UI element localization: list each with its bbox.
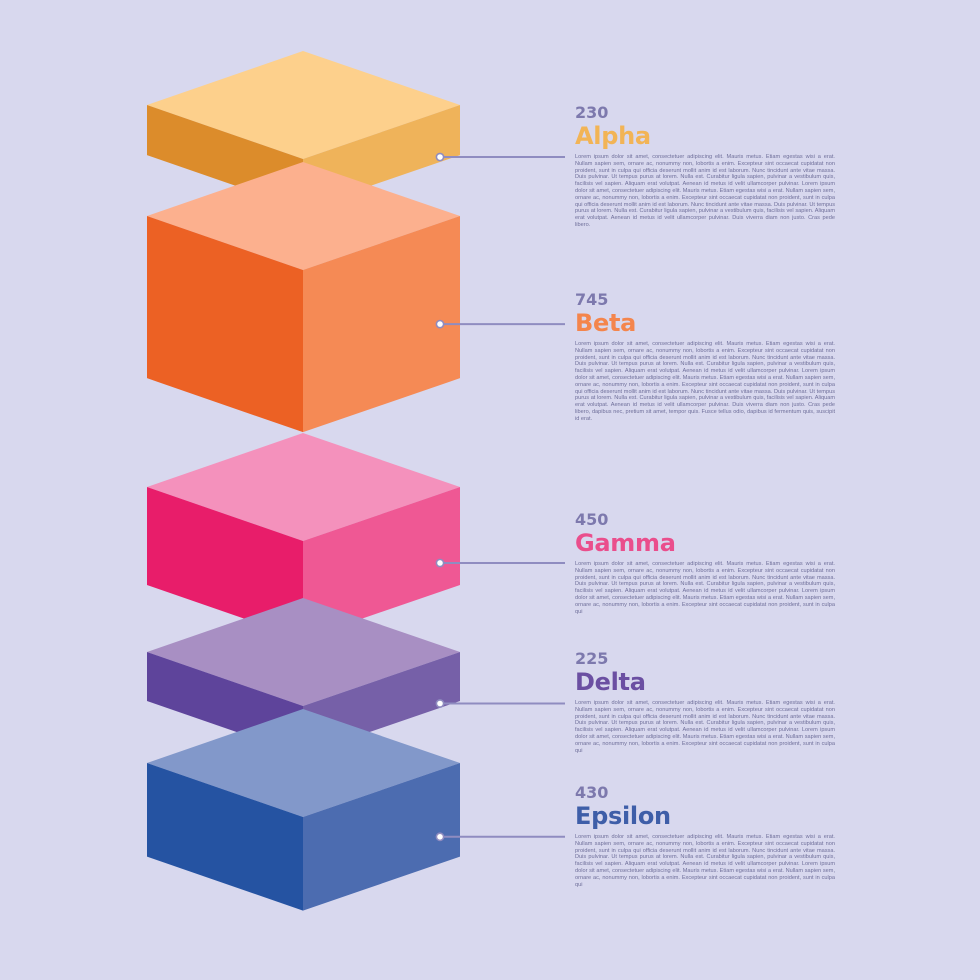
value-label: 225 [575,649,609,668]
item-gamma: 450 Gamma Lorem ipsum dolor sit amet, co… [575,511,835,615]
block-top-face [147,709,460,817]
item-delta: 225 Delta Lorem ipsum dolor sit amet, co… [575,650,835,754]
block-left-face [147,216,303,433]
item-alpha: 230 Alpha Lorem ipsum dolor sit amet, co… [575,104,835,229]
connector-dot [435,832,445,842]
value-label: 450 [575,510,609,529]
item-epsilon: 430 Epsilon Lorem ipsum dolor sit amet, … [575,784,835,888]
category-label: Delta [575,668,646,696]
block-left-face [147,763,303,911]
block-top-face [147,51,460,159]
item-beta: 745 Beta Lorem ipsum dolor sit amet, con… [575,291,835,423]
block-gamma [147,433,565,639]
value-label: 230 [575,103,609,122]
description-text: Lorem ipsum dolor sit amet, consectetuer… [575,561,835,615]
category-label: Gamma [575,529,676,557]
block-right-face [303,216,460,433]
block-top-face [147,433,460,541]
category-label: Alpha [575,122,651,150]
block-right-face [303,763,460,911]
connector-dot [435,699,445,708]
value-label: 745 [575,290,609,309]
block-right-face [303,487,460,639]
description-text: Lorem ipsum dolor sit amet, consectetuer… [575,154,835,228]
block-epsilon [147,709,565,911]
block-top-face [147,598,460,706]
block-top-face [147,162,460,270]
connector-dot [435,558,445,568]
description-text: Lorem ipsum dolor sit amet, consectetuer… [575,341,835,422]
category-label: Beta [575,309,637,337]
description-text: Lorem ipsum dolor sit amet, consectetuer… [575,700,835,754]
description-text: Lorem ipsum dolor sit amet, consectetuer… [575,834,835,888]
connector-dot [435,319,445,329]
connector-dot [435,152,445,162]
block-left-face [147,487,303,639]
category-label: Epsilon [575,802,671,830]
block-beta [147,162,565,433]
value-label: 430 [575,783,609,802]
